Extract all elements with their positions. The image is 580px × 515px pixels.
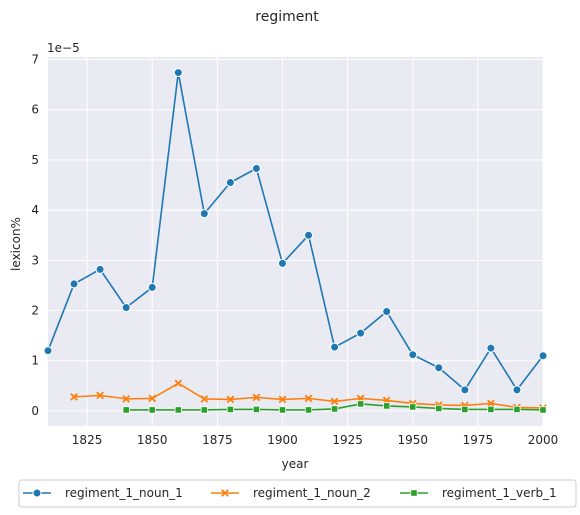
data-point <box>200 395 209 403</box>
grid <box>48 57 544 426</box>
series-regiment_1_verb_1 <box>122 400 547 414</box>
data-point <box>200 406 208 414</box>
x-axis-ticks: 1825 1850 1875 1900 1925 1950 1975 2000 <box>72 433 558 447</box>
legend-marker <box>221 489 229 497</box>
data-point <box>252 405 261 414</box>
data-point <box>435 404 443 413</box>
data-point <box>513 405 521 414</box>
legend-item: regiment_1_verb_1 <box>400 486 557 500</box>
x-tick-label: 2000 <box>528 433 559 447</box>
data-point <box>330 397 339 406</box>
y-tick-label: 5 <box>31 153 39 167</box>
data-point <box>278 395 287 404</box>
data-point <box>121 303 131 313</box>
series-regiment_1_noun_1 <box>43 68 548 395</box>
data-point <box>122 395 130 403</box>
x-tick-label: 1975 <box>463 433 494 447</box>
x-tick-label: 1850 <box>137 433 168 447</box>
data-point <box>199 209 209 219</box>
data-point <box>382 307 392 317</box>
legend-label: regiment_1_noun_1 <box>65 486 183 500</box>
data-point <box>122 406 130 414</box>
data-point <box>147 282 157 292</box>
data-point <box>173 68 183 78</box>
data-point <box>226 405 234 414</box>
data-point <box>460 385 470 395</box>
data-point <box>330 405 339 413</box>
series <box>43 68 548 414</box>
data-point <box>408 350 418 360</box>
data-point <box>409 403 417 411</box>
x-tick-label: 1875 <box>202 433 233 447</box>
x-tick-label: 1900 <box>267 433 298 447</box>
data-point <box>43 346 53 356</box>
y-tick-label: 2 <box>31 304 39 318</box>
data-point <box>252 393 261 402</box>
y-axis-ticks: 0 1 2 3 4 5 6 7 <box>31 53 39 418</box>
legend-marker <box>32 488 42 498</box>
data-point <box>304 230 314 240</box>
data-point <box>278 406 287 414</box>
data-point <box>357 400 365 408</box>
data-point <box>434 363 444 373</box>
data-point <box>70 393 78 401</box>
legend-label: regiment_1_noun_2 <box>253 486 371 500</box>
y-tick-label: 7 <box>31 53 39 67</box>
data-point <box>539 406 547 414</box>
plot-area <box>48 57 543 426</box>
y-tick-label: 4 <box>31 203 39 217</box>
data-point <box>96 391 104 400</box>
data-point <box>251 163 261 173</box>
data-point <box>304 406 313 414</box>
data-point <box>69 279 79 289</box>
data-point <box>148 394 157 403</box>
legend: regiment_1_noun_1 regiment_1_noun_2 regime… <box>18 479 577 508</box>
data-point <box>383 402 391 410</box>
y-tick-label: 3 <box>31 253 39 267</box>
legend-item: regiment_1_noun_2 <box>211 486 371 500</box>
data-point <box>538 351 548 361</box>
x-tick-label: 1925 <box>332 433 363 447</box>
legend-label: regiment_1_verb_1 <box>442 486 557 500</box>
y-tick-label: 0 <box>31 404 39 418</box>
y-axis-multiplier: 1e−5 <box>47 41 80 55</box>
data-point <box>512 385 522 395</box>
data-point <box>356 328 366 338</box>
legend-marker <box>410 489 418 497</box>
x-tick-label: 1825 <box>72 433 103 447</box>
data-point <box>148 406 156 414</box>
data-point <box>226 395 235 404</box>
data-point <box>95 264 105 274</box>
data-point <box>174 406 182 414</box>
y-axis-label: lexicon% <box>9 217 23 271</box>
x-tick-label: 1950 <box>397 433 428 447</box>
y-tick-label: 6 <box>31 103 39 117</box>
series-line <box>47 71 544 391</box>
chart-title: regiment <box>255 9 319 25</box>
data-point <box>486 343 496 353</box>
data-point <box>277 258 287 268</box>
data-point <box>174 379 183 388</box>
data-point <box>461 405 469 414</box>
data-point <box>304 394 313 403</box>
legend-box <box>18 479 577 508</box>
data-point <box>487 405 495 414</box>
y-tick-label: 1 <box>31 354 39 368</box>
data-point <box>487 399 495 408</box>
data-point <box>330 342 340 352</box>
x-axis-label: year <box>282 457 309 471</box>
data-point <box>225 178 235 188</box>
legend-item: regiment_1_noun_1 <box>23 486 183 500</box>
